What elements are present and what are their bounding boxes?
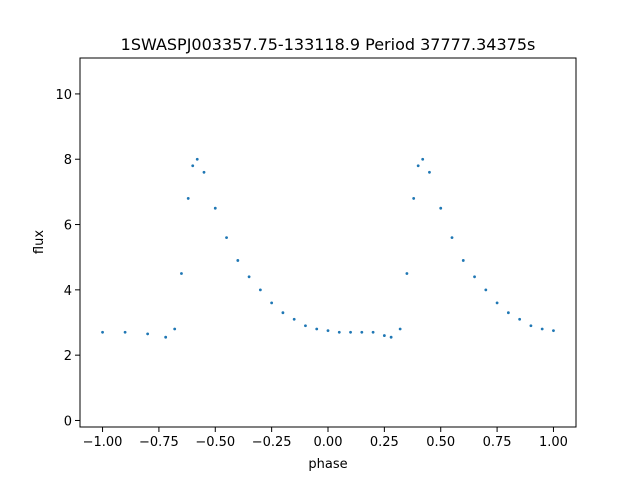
data-point <box>360 330 364 334</box>
data-point <box>315 327 319 331</box>
data-point <box>349 330 352 334</box>
x-tick-label: 0.25 <box>370 435 399 450</box>
y-tick-label: 8 <box>64 153 72 168</box>
data-point <box>337 330 341 334</box>
x-tick-label: 0.50 <box>426 435 455 450</box>
data-point <box>421 157 425 161</box>
data-point <box>164 335 168 339</box>
y-tick-label: 10 <box>55 88 72 103</box>
data-point <box>180 272 183 275</box>
x-axis-title: phase <box>308 457 347 472</box>
y-tick-label: 6 <box>64 219 72 234</box>
data-point <box>326 329 330 333</box>
data-point <box>258 288 262 292</box>
y-tick-label: 0 <box>64 414 72 429</box>
data-point <box>236 259 240 262</box>
data-point <box>371 330 375 334</box>
data-point <box>101 330 104 334</box>
data-point <box>247 275 251 279</box>
y-axis-ticks: 0 2 4 6 8 10 <box>55 88 80 429</box>
chart-title: 1SWASPJ003357.75-133118.9 Period 37777.3… <box>121 35 536 54</box>
data-point <box>416 164 420 168</box>
data-point <box>412 197 416 200</box>
data-point <box>450 236 454 240</box>
data-point <box>146 332 150 336</box>
x-tick-label: −0.50 <box>195 435 235 450</box>
data-point <box>439 206 443 210</box>
data-point <box>202 170 206 174</box>
data-point <box>225 236 228 240</box>
data-point <box>398 327 402 331</box>
data-point <box>281 311 285 315</box>
data-point <box>191 164 195 168</box>
data-point <box>461 259 465 262</box>
data-point <box>552 329 555 333</box>
y-axis-title: flux <box>32 230 47 254</box>
data-point <box>389 335 393 339</box>
data-point <box>473 275 476 279</box>
data-point <box>540 327 544 331</box>
x-tick-label: 0.75 <box>483 435 512 450</box>
data-point <box>382 334 386 337</box>
data-point <box>518 317 522 321</box>
data-point <box>506 311 510 315</box>
x-tick-label: −1.00 <box>83 435 123 450</box>
data-point <box>428 170 431 174</box>
data-point <box>173 327 177 331</box>
data-point <box>484 288 488 292</box>
x-tick-label: −0.25 <box>252 435 292 450</box>
data-point <box>292 317 296 321</box>
data-point <box>123 330 127 334</box>
y-tick-label: 2 <box>64 349 72 364</box>
data-point <box>495 301 499 305</box>
data-point <box>195 157 199 161</box>
x-axis-ticks: −1.00 −0.75 −0.50 −0.25 0.00 0.25 0.50 0.75 1.00 <box>83 427 568 450</box>
data-point <box>270 301 274 305</box>
data-point <box>186 197 190 200</box>
data-point <box>405 272 409 275</box>
data-point <box>213 206 217 210</box>
x-tick-label: 0.00 <box>314 435 343 450</box>
data-points <box>101 157 555 339</box>
x-tick-label: −0.75 <box>139 435 179 450</box>
data-point <box>529 324 533 328</box>
data-point <box>304 324 307 328</box>
x-tick-label: 1.00 <box>539 435 568 450</box>
y-tick-label: 4 <box>64 284 72 299</box>
